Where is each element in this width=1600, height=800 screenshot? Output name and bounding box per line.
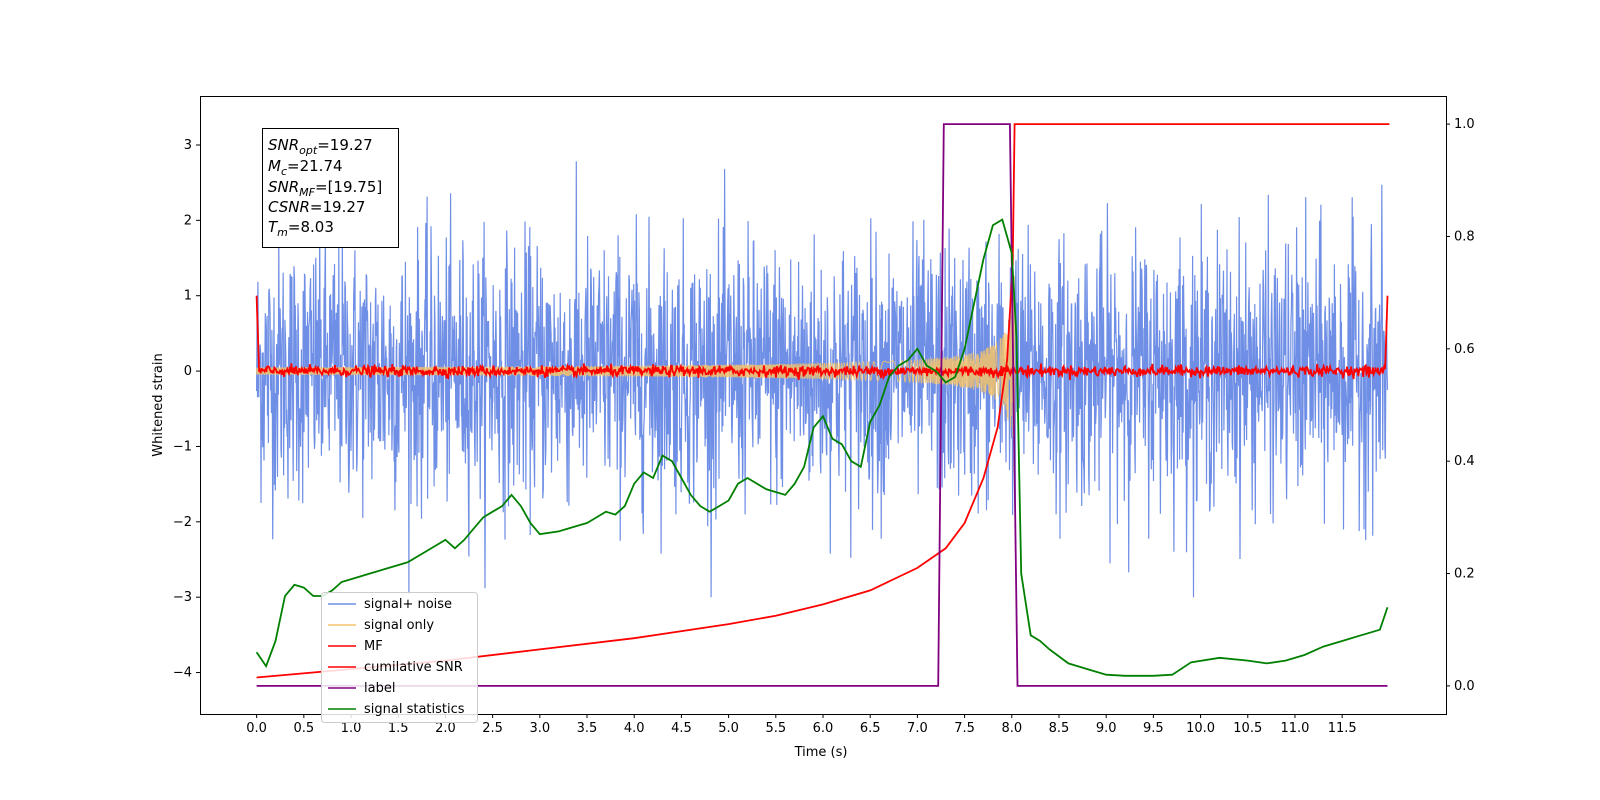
x-tick-label: 7.0 xyxy=(907,721,928,736)
x-tick-label: 8.0 xyxy=(1001,721,1022,736)
annotation-snr-opt: SNRopt=19.27 xyxy=(268,136,373,157)
legend-item-cumulative-snr: cumilative SNR xyxy=(328,660,463,675)
x-tick-label: 6.5 xyxy=(860,721,881,736)
x-tick-label: 10.0 xyxy=(1186,721,1215,736)
axes: 0.0 0.5 1.0 1.5 2.0 2.5 3.0 3.5 4.0 4.5 5.0 5.5 6.0 6… xyxy=(173,117,1475,736)
mf-line xyxy=(255,295,1389,381)
x-tick-label: 0.5 xyxy=(293,721,314,736)
y-tick-label-left: −4 xyxy=(173,666,192,681)
x-tick-label: 4.0 xyxy=(624,721,645,736)
x-tick-label: 2.0 xyxy=(435,721,456,736)
y-tick-label-right: 0.0 xyxy=(1454,679,1475,694)
x-tick-label: 9.0 xyxy=(1096,721,1117,736)
x-tick-label: 4.5 xyxy=(671,721,692,736)
x-tick-label: 6.0 xyxy=(813,721,834,736)
x-tick-label: 10.5 xyxy=(1233,721,1262,736)
legend-item-label: label xyxy=(328,681,395,696)
x-tick-label: 3.5 xyxy=(577,721,598,736)
annotation-tm: Tm=8.03 xyxy=(268,218,334,239)
signal-statistics-line xyxy=(255,218,1389,677)
y-tick-label-right: 0.6 xyxy=(1454,342,1475,357)
x-tick-label: 5.0 xyxy=(718,721,739,736)
x-tick-label: 11.0 xyxy=(1280,721,1309,736)
legend-label: MF xyxy=(364,639,383,654)
y-tick-label-left: −3 xyxy=(173,590,192,605)
legend-label: signal+ noise xyxy=(364,597,452,612)
x-tick-label: 11.5 xyxy=(1328,721,1357,736)
legend-label: signal statistics xyxy=(364,702,465,717)
legend-label: signal only xyxy=(364,618,434,633)
x-tick-label: 5.5 xyxy=(765,721,786,736)
y-tick-label-left: 3 xyxy=(184,138,192,153)
annotation-mc: Mc=21.74 xyxy=(268,157,343,178)
legend-label: cumilative SNR xyxy=(364,660,463,675)
label-line xyxy=(256,123,1388,687)
x-tick-label: 8.5 xyxy=(1049,721,1070,736)
legend-label: label xyxy=(364,681,395,696)
y-tick-label-left: 0 xyxy=(184,364,192,379)
legend-item-signal-noise: signal+ noise xyxy=(328,597,452,612)
annotation-snr-mf: SNRMF=[19.75] xyxy=(268,178,382,199)
x-tick-label: 1.0 xyxy=(341,721,362,736)
x-tick-label: 3.0 xyxy=(529,721,550,736)
y-tick-label-right: 0.4 xyxy=(1454,454,1475,469)
legend: signal+ noise signal only MF cumilative … xyxy=(321,592,478,723)
legend-item-signal-only: signal only xyxy=(328,618,434,633)
annotation-box: SNRopt=19.27 Mc=21.74 SNRMF=[19.75] CSNR… xyxy=(262,128,399,248)
y-tick-label-left: −1 xyxy=(173,439,192,454)
x-tick-label: 1.5 xyxy=(388,721,409,736)
y-axis-label: Whitened strain xyxy=(151,353,166,456)
cumulative-snr-line xyxy=(256,123,1390,679)
y-tick-label-right: 0.2 xyxy=(1454,567,1475,582)
x-tick-label: 7.5 xyxy=(954,721,975,736)
x-axis-label: Time (s) xyxy=(794,745,848,760)
annotation-csnr: CSNR=19.27 xyxy=(268,198,365,216)
legend-item-mf: MF xyxy=(328,639,383,654)
legend-item-signal-statistics: signal statistics xyxy=(328,702,465,717)
plot-area xyxy=(255,123,1390,687)
x-tick-label: 9.5 xyxy=(1143,721,1164,736)
signal-noise-line xyxy=(256,161,1389,598)
y-tick-label-left: −2 xyxy=(173,515,192,530)
y-tick-label-left: 2 xyxy=(184,213,192,228)
y-tick-label-right: 0.8 xyxy=(1454,229,1475,244)
x-tick-label: 0.0 xyxy=(246,721,267,736)
y-tick-label-left: 1 xyxy=(184,289,192,304)
x-tick-label: 2.5 xyxy=(482,721,503,736)
y-tick-label-right: 1.0 xyxy=(1454,117,1475,132)
